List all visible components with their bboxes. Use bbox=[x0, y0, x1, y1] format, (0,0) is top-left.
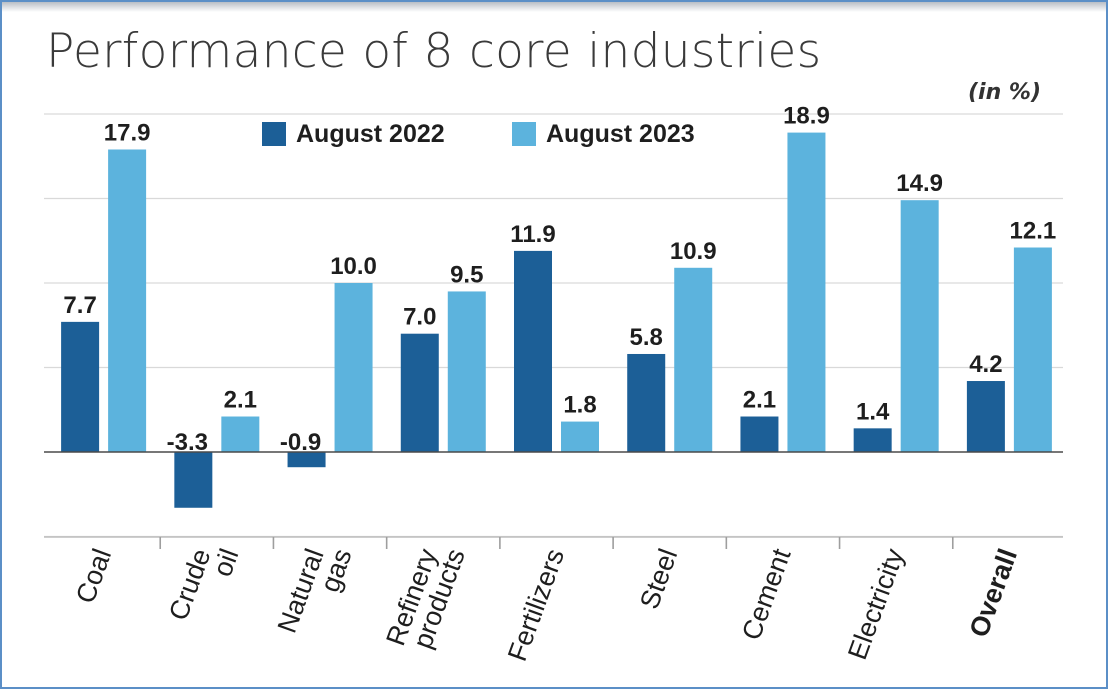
frame-top-shade bbox=[2, 2, 1106, 12]
bar-fertilizers-august-2023 bbox=[561, 421, 599, 452]
bar-overall-august-2023 bbox=[1013, 247, 1052, 452]
value-label-coal-august-2023: 17.9 bbox=[104, 119, 151, 146]
value-label-natural-gas-august-2023: 10.0 bbox=[330, 253, 377, 280]
category-label-overall: Overall bbox=[964, 545, 1024, 641]
value-label-steel-august-2022: 5.8 bbox=[630, 324, 663, 351]
category-label-crude-oil-line-0: Crude bbox=[163, 545, 216, 624]
value-label-electricity-august-2023: 14.9 bbox=[896, 170, 943, 197]
value-label-cement-august-2022: 2.1 bbox=[743, 387, 776, 414]
legend-item-august-2023: August 2023 bbox=[512, 117, 695, 151]
value-label-fertilizers-august-2023: 1.8 bbox=[563, 392, 596, 419]
category-label-fertilizers: Fertilizers bbox=[502, 545, 570, 665]
bar-crude-oil-august-2023 bbox=[221, 416, 260, 452]
value-label-electricity-august-2022: 1.4 bbox=[856, 398, 890, 425]
value-label-overall-august-2022: 4.2 bbox=[969, 351, 1002, 378]
bar-steel-august-2022 bbox=[627, 353, 666, 452]
bar-electricity-august-2023 bbox=[900, 200, 939, 452]
bar-steel-august-2023 bbox=[674, 267, 713, 452]
value-label-fertilizers-august-2022: 11.9 bbox=[510, 221, 555, 248]
value-label-refinery-products-august-2022: 7.0 bbox=[403, 304, 436, 331]
bar-cement-august-2022 bbox=[740, 416, 779, 452]
legend-swatch-august-2023 bbox=[512, 122, 536, 146]
bar-natural-gas-august-2023 bbox=[334, 283, 373, 452]
category-label-steel: Steel bbox=[634, 545, 683, 613]
bar-refinery-products-august-2022 bbox=[400, 333, 439, 452]
bar-natural-gas-august-2022 bbox=[287, 452, 326, 468]
category-label-electricity: Electricity bbox=[842, 544, 910, 663]
bar-coal-august-2022 bbox=[61, 321, 100, 452]
category-label-natural-gas-line-0: Natural bbox=[272, 545, 330, 637]
bar-overall-august-2022 bbox=[966, 381, 1005, 452]
bar-coal-august-2023 bbox=[108, 149, 147, 453]
value-label-refinery-products-august-2023: 9.5 bbox=[450, 261, 483, 288]
value-label-steel-august-2023: 10.9 bbox=[670, 238, 717, 265]
bar-electricity-august-2022 bbox=[853, 428, 892, 452]
bar-fertilizers-august-2022 bbox=[514, 250, 552, 452]
category-label-cement: Cement bbox=[736, 544, 797, 644]
category-label-crude-oil-line-1: oil bbox=[207, 545, 244, 581]
bar-crude-oil-august-2022 bbox=[174, 452, 213, 508]
legend-label-august-2022: August 2022 bbox=[296, 119, 445, 148]
chart-title: Performance of 8 core industries bbox=[46, 24, 822, 79]
category-label-coal: Coal bbox=[70, 545, 117, 607]
value-label-cement-august-2023: 18.9 bbox=[783, 103, 830, 130]
legend-swatch-august-2022 bbox=[262, 122, 286, 146]
legend-label-august-2023: August 2023 bbox=[546, 119, 695, 148]
value-label-crude-oil-august-2023: 2.1 bbox=[224, 387, 257, 414]
value-label-overall-august-2023: 12.1 bbox=[1010, 218, 1057, 245]
bar-refinery-products-august-2023 bbox=[447, 291, 486, 452]
unit-label: (in %) bbox=[968, 80, 1042, 105]
legend-item-august-2022: August 2022 bbox=[262, 117, 445, 151]
value-label-coal-august-2022: 7.7 bbox=[63, 292, 96, 319]
bar-cement-august-2023 bbox=[787, 132, 826, 452]
